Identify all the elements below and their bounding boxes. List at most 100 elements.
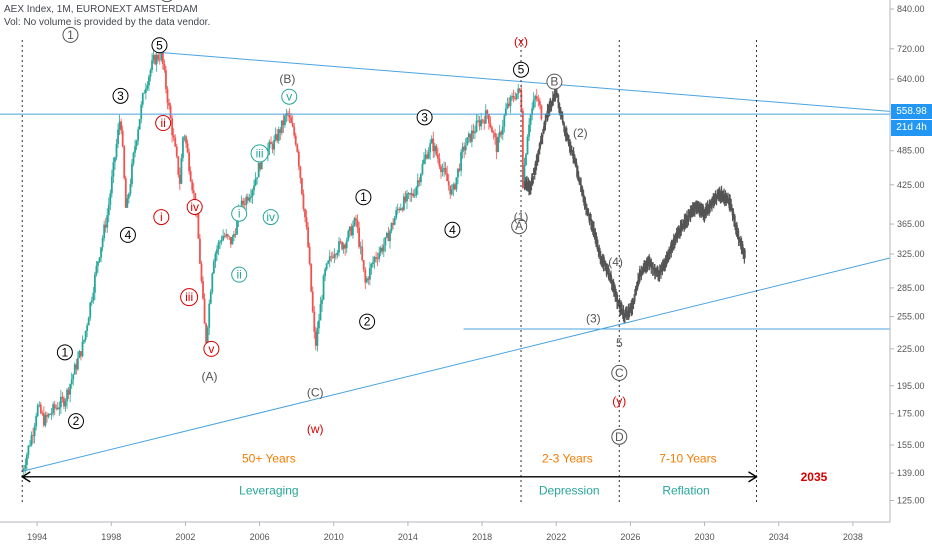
candle-body <box>103 224 106 239</box>
y-tick-label: 255.00 <box>897 312 925 322</box>
candle-body <box>521 110 524 189</box>
annotation: 7-10 Years <box>659 452 716 466</box>
candle-body <box>339 241 342 243</box>
candle-body <box>132 152 135 164</box>
candle-body <box>393 218 396 225</box>
candle-body <box>372 262 374 265</box>
wave-label-circle <box>153 209 170 226</box>
candle-body <box>107 204 110 216</box>
candle-body <box>171 118 174 136</box>
x-tick-label: 1994 <box>27 532 47 542</box>
candle-body <box>440 166 442 172</box>
candle-body <box>83 339 85 342</box>
wave-label-text: 2 <box>364 315 371 329</box>
candle-body <box>362 260 365 270</box>
candle-body <box>56 407 59 410</box>
candle-body <box>418 180 421 183</box>
wave-label-text: ii <box>160 116 165 130</box>
candle-body <box>413 195 416 197</box>
candle-body <box>419 174 422 183</box>
candle-body <box>503 115 506 127</box>
candle-body <box>197 211 200 239</box>
candle-body <box>304 208 306 218</box>
candle-body <box>274 134 277 140</box>
x-tick-label: 2030 <box>695 532 715 542</box>
y-tick-label: 640.00 <box>897 74 925 84</box>
candle-body <box>487 114 490 124</box>
candle-body <box>115 143 118 158</box>
candle-body <box>399 208 402 210</box>
candle-body <box>328 256 331 261</box>
candle-body <box>44 415 47 426</box>
candle-body <box>466 137 469 146</box>
candle-body <box>335 254 337 256</box>
wave-label: iv <box>262 209 279 226</box>
candle-body <box>245 196 248 205</box>
candle-body <box>271 143 274 150</box>
candle-body <box>144 88 147 93</box>
candle-body <box>396 208 399 211</box>
candle-body <box>73 364 76 375</box>
y-tick-label: 365.00 <box>897 219 925 229</box>
candle-body <box>321 299 323 305</box>
candle-body <box>424 154 427 160</box>
candle-body <box>234 234 237 235</box>
axes: 125.00 139.00 155.00 175.00 195.00 225.00 255.… <box>0 0 925 542</box>
wave-label-circle <box>611 428 628 445</box>
volume-note: Vol: No volume is provided by the data v… <box>4 17 211 28</box>
annotation: Depression <box>539 483 600 497</box>
candle-body <box>381 247 384 252</box>
candle-body <box>256 177 259 179</box>
candle-body <box>367 278 370 280</box>
candle-body <box>211 273 214 292</box>
candle-body <box>355 218 357 221</box>
candle-body <box>63 398 65 407</box>
candle-body <box>134 146 136 153</box>
candle-body <box>373 257 376 263</box>
candle-body <box>390 223 393 231</box>
candle-body <box>450 189 453 195</box>
wave-label-circle <box>119 226 136 243</box>
candle-body <box>110 176 113 194</box>
wave-label: 1 <box>161 0 173 3</box>
candle-body <box>359 246 362 248</box>
candle-body <box>341 241 343 250</box>
wave-label-circle <box>611 364 628 381</box>
candle-body <box>217 242 220 250</box>
candle-body <box>52 404 55 414</box>
candle-body <box>89 302 92 318</box>
x-tick-label: 2034 <box>769 532 789 542</box>
candle-body <box>106 215 109 228</box>
wave-label: 5 <box>513 61 530 78</box>
candle-body <box>152 55 155 61</box>
wave-label-text: ii <box>237 268 242 282</box>
candle-body <box>532 99 535 109</box>
candle-body <box>430 138 433 144</box>
candle-body <box>480 119 483 127</box>
candle-body <box>199 238 201 264</box>
wave-label-text: 1 <box>62 345 69 359</box>
annotation: 2-3 Years <box>542 452 593 466</box>
y-tick-label: 139.00 <box>897 468 925 478</box>
candle-body <box>97 261 99 266</box>
wave-label: iii <box>250 144 269 163</box>
wave-label-circle <box>546 73 563 90</box>
candle-body <box>484 110 487 124</box>
candle-body <box>39 404 42 414</box>
candle-body <box>189 171 192 182</box>
wave-label: B <box>546 73 563 90</box>
candle-body <box>302 194 305 209</box>
wave-label: 5 <box>151 37 168 54</box>
candle-body <box>518 88 521 91</box>
candle-body <box>36 405 39 417</box>
candle-body <box>42 413 45 426</box>
wave-label-text: i <box>160 210 163 224</box>
y-tick-label: 720.00 <box>897 44 925 54</box>
candle-body <box>293 126 296 136</box>
wave-label: (C) <box>307 385 324 399</box>
candle-body <box>35 416 38 427</box>
candle-body <box>389 230 391 242</box>
wave-label-text: iv <box>266 210 275 224</box>
candle-body <box>307 226 310 247</box>
